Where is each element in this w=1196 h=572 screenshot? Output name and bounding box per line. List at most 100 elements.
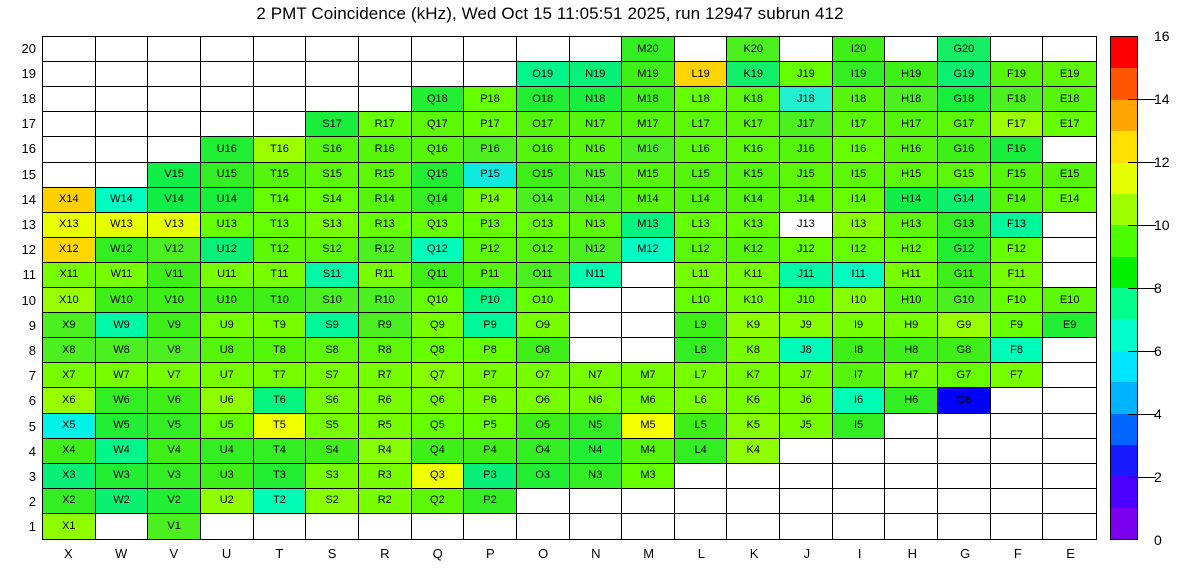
heatmap-cell-empty-T1[interactable] bbox=[253, 513, 307, 539]
heatmap-cell-empty-F2[interactable] bbox=[990, 488, 1044, 514]
heatmap-cell-T3[interactable]: T3 bbox=[253, 463, 307, 489]
heatmap-cell-W2[interactable]: W2 bbox=[95, 488, 149, 514]
heatmap-cell-empty-P1[interactable] bbox=[464, 513, 517, 539]
heatmap-cell-N11[interactable]: N11 bbox=[569, 262, 623, 288]
heatmap-cell-F8[interactable]: F8 bbox=[990, 338, 1044, 364]
heatmap-cell-L7[interactable]: L7 bbox=[674, 363, 728, 389]
heatmap-cell-K6[interactable]: K6 bbox=[727, 388, 781, 414]
heatmap-cell-F13[interactable]: F13 bbox=[990, 212, 1044, 238]
heatmap-cell-X10[interactable]: X10 bbox=[43, 288, 96, 314]
heatmap-cell-P8[interactable]: P8 bbox=[464, 338, 517, 364]
heatmap-cell-X13[interactable]: X13 bbox=[43, 212, 96, 238]
heatmap-cell-F11[interactable]: F11 bbox=[990, 262, 1044, 288]
heatmap-cell-L9[interactable]: L9 bbox=[674, 313, 728, 339]
heatmap-cell-J9[interactable]: J9 bbox=[780, 313, 833, 339]
heatmap-cell-empty-X19[interactable] bbox=[43, 62, 96, 88]
heatmap-cell-N5[interactable]: N5 bbox=[569, 413, 623, 439]
heatmap-cell-I19[interactable]: I19 bbox=[832, 62, 886, 88]
heatmap-cell-Q16[interactable]: Q16 bbox=[411, 137, 465, 163]
heatmap-cell-H16[interactable]: H16 bbox=[885, 137, 939, 163]
heatmap-cell-I20[interactable]: I20 bbox=[832, 37, 886, 63]
heatmap-cell-F14[interactable]: F14 bbox=[990, 187, 1044, 213]
heatmap-cell-empty-Q19[interactable] bbox=[411, 62, 465, 88]
heatmap-cell-Q5[interactable]: Q5 bbox=[411, 413, 465, 439]
heatmap-cell-J13[interactable]: J13 bbox=[780, 212, 833, 238]
heatmap-cell-N15[interactable]: N15 bbox=[569, 162, 623, 188]
heatmap-cell-P18[interactable]: P18 bbox=[464, 87, 517, 113]
heatmap-cell-K10[interactable]: K10 bbox=[727, 288, 781, 314]
heatmap-cell-U7[interactable]: U7 bbox=[200, 363, 254, 389]
heatmap-cell-I15[interactable]: I15 bbox=[832, 162, 886, 188]
heatmap-cell-K7[interactable]: K7 bbox=[727, 363, 781, 389]
heatmap-cell-empty-X15[interactable] bbox=[43, 162, 96, 188]
heatmap-cell-empty-H5[interactable] bbox=[885, 413, 939, 439]
heatmap-cell-P4[interactable]: P4 bbox=[464, 438, 517, 464]
heatmap-cell-empty-J1[interactable] bbox=[780, 513, 833, 539]
heatmap-cell-empty-O20[interactable] bbox=[516, 37, 570, 63]
heatmap-cell-P9[interactable]: P9 bbox=[464, 313, 517, 339]
heatmap-cell-P14[interactable]: P14 bbox=[464, 187, 517, 213]
heatmap-cell-O11[interactable]: O11 bbox=[516, 262, 570, 288]
heatmap-cell-P3[interactable]: P3 bbox=[464, 463, 517, 489]
heatmap-cell-empty-F1[interactable] bbox=[990, 513, 1044, 539]
heatmap-cell-P16[interactable]: P16 bbox=[464, 137, 517, 163]
heatmap-cell-P12[interactable]: P12 bbox=[464, 237, 517, 263]
heatmap-cell-I5[interactable]: I5 bbox=[832, 413, 886, 439]
heatmap-cell-empty-E2[interactable] bbox=[1043, 488, 1096, 514]
heatmap-cell-P15[interactable]: P15 bbox=[464, 162, 517, 188]
heatmap-cell-O10[interactable]: O10 bbox=[516, 288, 570, 314]
heatmap-cell-empty-I4[interactable] bbox=[832, 438, 886, 464]
heatmap-cell-K11[interactable]: K11 bbox=[727, 262, 781, 288]
heatmap-cell-V6[interactable]: V6 bbox=[148, 388, 201, 414]
heatmap-cell-R16[interactable]: R16 bbox=[358, 137, 412, 163]
heatmap-cell-X1[interactable]: X1 bbox=[43, 513, 96, 539]
heatmap-cell-R7[interactable]: R7 bbox=[358, 363, 412, 389]
heatmap-cell-N3[interactable]: N3 bbox=[569, 463, 623, 489]
heatmap-cell-empty-L20[interactable] bbox=[674, 37, 728, 63]
heatmap-cell-M12[interactable]: M12 bbox=[622, 237, 675, 263]
heatmap-cell-S16[interactable]: S16 bbox=[306, 137, 359, 163]
heatmap-cell-H14[interactable]: H14 bbox=[885, 187, 939, 213]
heatmap-cell-T5[interactable]: T5 bbox=[253, 413, 307, 439]
heatmap-cell-U3[interactable]: U3 bbox=[200, 463, 254, 489]
heatmap-cell-U15[interactable]: U15 bbox=[200, 162, 254, 188]
heatmap-cell-N12[interactable]: N12 bbox=[569, 237, 623, 263]
heatmap-cell-O5[interactable]: O5 bbox=[516, 413, 570, 439]
heatmap-cell-G17[interactable]: G17 bbox=[938, 112, 991, 138]
heatmap-cell-empty-M8[interactable] bbox=[622, 338, 675, 364]
heatmap-cell-G18[interactable]: G18 bbox=[938, 87, 991, 113]
heatmap-cell-U10[interactable]: U10 bbox=[200, 288, 254, 314]
heatmap-cell-empty-U20[interactable] bbox=[200, 37, 254, 63]
heatmap-cell-K9[interactable]: K9 bbox=[727, 313, 781, 339]
heatmap-cell-G8[interactable]: G8 bbox=[938, 338, 991, 364]
heatmap-cell-empty-Q1[interactable] bbox=[411, 513, 465, 539]
heatmap-cell-R12[interactable]: R12 bbox=[358, 237, 412, 263]
heatmap-cell-empty-F3[interactable] bbox=[990, 463, 1044, 489]
heatmap-cell-empty-L3[interactable] bbox=[674, 463, 728, 489]
heatmap-cell-empty-P20[interactable] bbox=[464, 37, 517, 63]
heatmap-cell-S3[interactable]: S3 bbox=[306, 463, 359, 489]
heatmap-cell-empty-R1[interactable] bbox=[358, 513, 412, 539]
heatmap-cell-empty-R19[interactable] bbox=[358, 62, 412, 88]
heatmap-cell-empty-E3[interactable] bbox=[1043, 463, 1096, 489]
heatmap-cell-empty-H3[interactable] bbox=[885, 463, 939, 489]
heatmap-cell-L10[interactable]: L10 bbox=[674, 288, 728, 314]
heatmap-cell-empty-W19[interactable] bbox=[95, 62, 149, 88]
heatmap-cell-W8[interactable]: W8 bbox=[95, 338, 149, 364]
heatmap-cell-U2[interactable]: U2 bbox=[200, 488, 254, 514]
heatmap-cell-empty-T18[interactable] bbox=[253, 87, 307, 113]
heatmap-cell-G6[interactable]: G6 bbox=[938, 388, 991, 414]
heatmap-cell-Q8[interactable]: Q8 bbox=[411, 338, 465, 364]
heatmap-cell-empty-E5[interactable] bbox=[1043, 413, 1096, 439]
heatmap-cell-T6[interactable]: T6 bbox=[253, 388, 307, 414]
heatmap-cell-F12[interactable]: F12 bbox=[990, 237, 1044, 263]
heatmap-cell-empty-W1[interactable] bbox=[95, 513, 149, 539]
heatmap-cell-M6[interactable]: M6 bbox=[622, 388, 675, 414]
heatmap-cell-J11[interactable]: J11 bbox=[780, 262, 833, 288]
heatmap-cell-G15[interactable]: G15 bbox=[938, 162, 991, 188]
heatmap-cell-L18[interactable]: L18 bbox=[674, 87, 728, 113]
heatmap-cell-J5[interactable]: J5 bbox=[780, 413, 833, 439]
heatmap-cell-empty-M1[interactable] bbox=[622, 513, 675, 539]
heatmap-cell-I9[interactable]: I9 bbox=[832, 313, 886, 339]
heatmap-cell-O12[interactable]: O12 bbox=[516, 237, 570, 263]
